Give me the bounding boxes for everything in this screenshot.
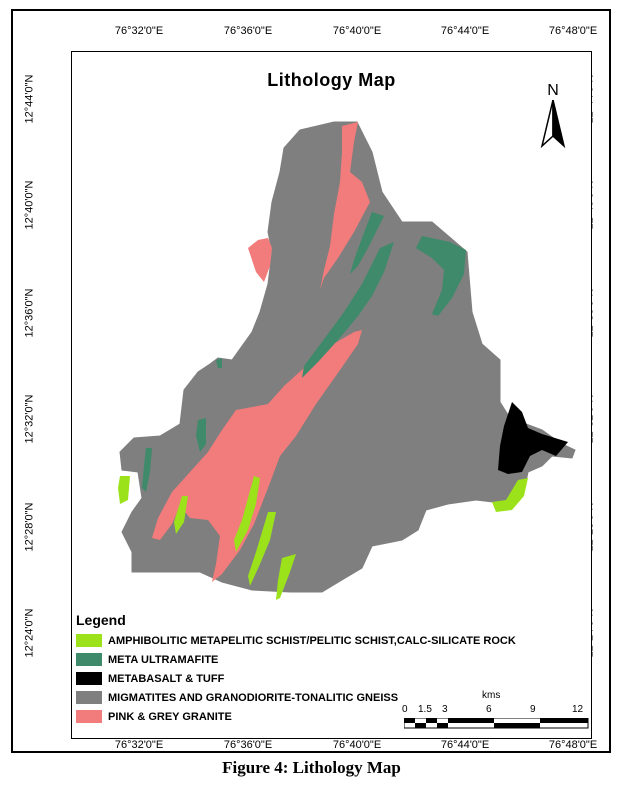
granite-west xyxy=(248,238,272,282)
lon-tick-top-3: 76°40'0"E xyxy=(332,25,382,37)
lon-tick-bottom-4: 76°44'0"E xyxy=(440,739,490,751)
granite-north xyxy=(320,122,370,290)
lon-tick-top-2: 76°36'0"E xyxy=(223,25,273,37)
schist-a xyxy=(492,478,528,512)
lat-tick-left-6: 12°24'0"N xyxy=(23,608,36,658)
legend-item: PINK & GREY GRANITE xyxy=(76,707,516,726)
legend: Legend AMPHIBOLITIC METAPELITIC SCHIST/P… xyxy=(76,612,516,726)
lon-tick-bottom-1: 76°32'0"E xyxy=(114,739,164,751)
legend-swatch-schist xyxy=(76,634,102,647)
map-frame: 76°32'0"E 76°36'0"E 76°40'0"E 76°44'0"E … xyxy=(11,9,611,753)
legend-item: MIGMATITES AND GRANODIORITE-TONALITIC GN… xyxy=(76,688,516,707)
map-area: Lithology Map N xyxy=(71,51,592,739)
scale-unit: kms xyxy=(482,690,501,701)
granite-main xyxy=(152,330,362,582)
map-title: Lithology Map xyxy=(267,70,396,90)
scale-label-4: 9 xyxy=(530,704,536,715)
schist-c xyxy=(174,496,188,534)
legend-swatch-ultramafite xyxy=(76,653,102,666)
north-label: N xyxy=(547,82,559,99)
figure-caption: Figure 4: Lithology Map xyxy=(222,758,401,777)
lat-tick-left-4: 12°32'0"N xyxy=(23,394,36,444)
schist-b xyxy=(118,476,130,504)
scale-label-3: 6 xyxy=(486,704,492,715)
legend-label: MIGMATITES AND GRANODIORITE-TONALITIC GN… xyxy=(108,691,399,704)
scale-label-5: 12 xyxy=(572,704,584,715)
ultramafite-c xyxy=(302,242,394,378)
legend-swatch-granite xyxy=(76,710,102,723)
scale-bar: kms 0 1.5 3 6 9 12 xyxy=(402,690,592,740)
metabasalt-region xyxy=(498,402,568,474)
lon-tick-bottom-5: 76°48'0"E xyxy=(548,739,598,751)
north-arrow: N xyxy=(540,82,566,153)
lon-tick-bottom-3: 76°40'0"E xyxy=(332,739,382,751)
legend-item: AMPHIBOLITIC METAPELITIC SCHIST/PELITIC … xyxy=(76,631,516,650)
legend-item: METABASALT & TUFF xyxy=(76,669,516,688)
ultramafite-a xyxy=(350,212,384,274)
legend-label: METABASALT & TUFF xyxy=(108,672,225,685)
legend-label: META ULTRAMAFITE xyxy=(108,653,219,666)
lon-tick-bottom-2: 76°36'0"E xyxy=(223,739,273,751)
lat-tick-left-5: 12°28'0"N xyxy=(23,502,36,552)
lat-tick-left-1: 12°44'0"N xyxy=(23,74,36,124)
schist-d xyxy=(234,476,260,552)
ultramafite-e xyxy=(196,418,206,452)
scale-label-1: 1.5 xyxy=(418,704,432,715)
legend-swatch-metabasalt xyxy=(76,672,102,685)
legend-title: Legend xyxy=(76,612,126,628)
scale-bar-graphic xyxy=(404,718,589,729)
schist-f xyxy=(276,554,296,600)
north-arrow-icon xyxy=(540,99,566,149)
lon-tick-top-5: 76°48'0"E xyxy=(548,25,598,37)
legend-label: PINK & GREY GRANITE xyxy=(108,710,232,723)
scale-label-0: 0 xyxy=(402,704,408,715)
legend-item: META ULTRAMAFITE xyxy=(76,650,516,669)
ultramafite-d xyxy=(216,358,222,368)
schist-e xyxy=(248,512,276,586)
legend-label: AMPHIBOLITIC METAPELITIC SCHIST/PELITIC … xyxy=(108,634,516,647)
lat-tick-left-2: 12°40'0"N xyxy=(23,180,36,230)
scale-label-2: 3 xyxy=(442,704,448,715)
lat-tick-left-3: 12°36'0"N xyxy=(23,288,36,338)
ultramafite-b xyxy=(416,236,466,316)
lon-tick-top-4: 76°44'0"E xyxy=(440,25,490,37)
lithology-map xyxy=(118,121,576,600)
lon-tick-top-1: 76°32'0"E xyxy=(114,25,164,37)
ultramafite-f xyxy=(142,448,152,492)
legend-swatch-gneiss xyxy=(76,691,102,704)
